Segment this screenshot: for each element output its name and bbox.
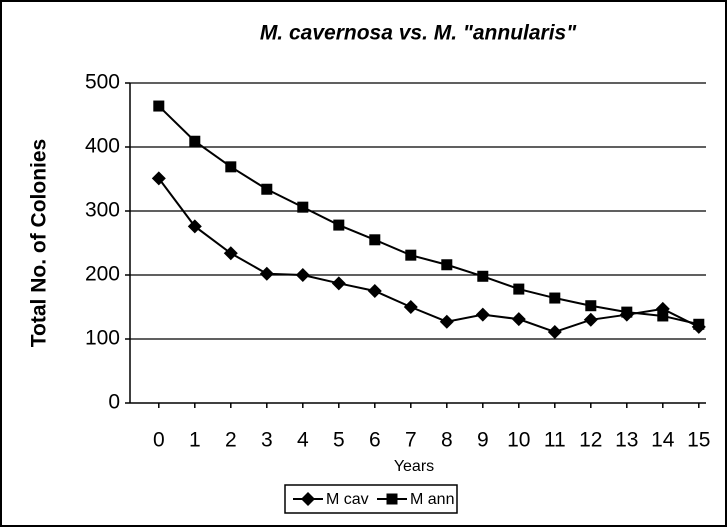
point: [621, 306, 633, 318]
point: [585, 300, 597, 312]
point: [331, 276, 346, 291]
point: [369, 234, 381, 246]
point: [475, 307, 490, 322]
x-tick-label: 9: [477, 429, 489, 452]
series-line: [158, 177, 700, 334]
x-tick-label: 0: [153, 429, 165, 452]
y-tick-label: 400: [85, 135, 120, 158]
point: [547, 324, 562, 339]
x-tick-label: 4: [297, 429, 309, 452]
y-axis-label: Total No. of Colonies: [28, 139, 51, 347]
x-tick-label: 15: [687, 429, 710, 452]
point: [403, 300, 418, 314]
x-tick-label: 11: [544, 429, 566, 452]
legend-label: M cav: [326, 491, 369, 508]
chart-title: M. cavernosa vs. M. "annularis": [260, 22, 577, 45]
point: [153, 100, 165, 112]
y-tick-label: 300: [85, 199, 120, 222]
x-tick-label: 7: [405, 429, 417, 452]
x-tick-label: 8: [441, 429, 453, 452]
x-tick-label: 6: [369, 429, 381, 452]
x-tick-label: 5: [333, 429, 345, 452]
point: [225, 161, 237, 173]
point: [261, 183, 273, 195]
point: [187, 219, 202, 234]
x-tick-label: 14: [651, 429, 675, 452]
point: [367, 284, 382, 298]
x-tick-label: 12: [579, 429, 602, 452]
point: [151, 171, 166, 186]
point: [549, 292, 561, 304]
x-axis-label: Years: [394, 458, 434, 475]
point: [295, 268, 310, 282]
y-tick-label: 0: [108, 391, 120, 414]
point: [259, 266, 274, 281]
y-tick-label: 100: [85, 327, 120, 350]
y-tick-label: 200: [85, 263, 120, 286]
point: [439, 314, 454, 329]
point: [405, 249, 417, 261]
series-line: [158, 105, 700, 326]
point: [477, 270, 489, 282]
x-tick-label: 13: [615, 429, 638, 452]
point: [513, 283, 525, 295]
legend-label: M ann: [410, 491, 454, 508]
y-tick-label: 500: [85, 71, 120, 94]
point: [297, 201, 309, 213]
legend-marker: [386, 493, 398, 505]
x-tick-label: 2: [225, 429, 237, 452]
point: [223, 246, 238, 261]
point: [441, 259, 453, 271]
x-tick-label: 1: [189, 429, 201, 452]
point: [657, 310, 669, 322]
legend-marker: [301, 492, 315, 506]
point: [189, 135, 201, 147]
point: [511, 312, 526, 327]
point: [333, 219, 345, 231]
x-tick-label: 10: [507, 429, 530, 452]
x-tick-label: 3: [261, 429, 273, 452]
point: [693, 318, 705, 330]
point: [583, 312, 598, 327]
